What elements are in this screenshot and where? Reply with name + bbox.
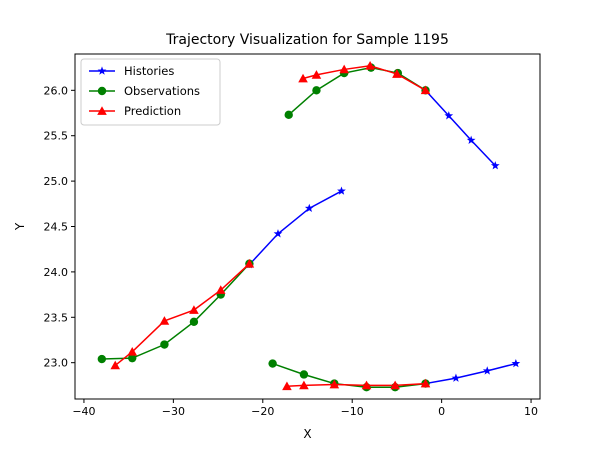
prediction-point bbox=[392, 69, 402, 78]
x-tick-label: 0 bbox=[438, 405, 445, 418]
observations-point bbox=[299, 370, 309, 379]
y-axis-ticks: 23.0 23.5 24.0 24.5 25.0 25.5 26.0 bbox=[44, 84, 75, 370]
histories-point bbox=[466, 135, 476, 144]
histories-line bbox=[248, 190, 342, 266]
chart-title: Trajectory Visualization for Sample 1195 bbox=[165, 32, 449, 48]
legend-marker-histories bbox=[97, 66, 107, 75]
histories-point bbox=[273, 229, 283, 238]
legend-label-prediction: Prediction bbox=[124, 104, 181, 118]
histories-line bbox=[425, 362, 517, 385]
histories-point bbox=[511, 358, 521, 368]
observations-point bbox=[268, 359, 277, 368]
histories-point bbox=[482, 366, 492, 375]
y-axis-label: Y bbox=[13, 222, 27, 231]
prediction-point bbox=[189, 305, 199, 314]
x-axis-ticks: −40 −30 −20 −10 0 10 bbox=[72, 399, 538, 418]
observations-point bbox=[97, 354, 107, 364]
observations-point bbox=[189, 317, 199, 327]
prediction-point bbox=[298, 73, 308, 83]
prediction-line bbox=[286, 382, 426, 388]
legend-marker-observations bbox=[97, 86, 107, 96]
histories-point bbox=[444, 111, 454, 120]
y-tick-label: 25.0 bbox=[44, 175, 69, 188]
prediction-point bbox=[159, 316, 170, 325]
observations-line bbox=[288, 66, 426, 116]
x-tick-label: −20 bbox=[251, 405, 274, 418]
legend-label-observations: Observations bbox=[124, 84, 200, 98]
histories-point bbox=[304, 203, 314, 213]
prediction-series bbox=[110, 61, 431, 391]
prediction-point bbox=[365, 61, 375, 70]
histories-point bbox=[490, 161, 500, 170]
prediction-point bbox=[244, 258, 255, 268]
prediction-point bbox=[299, 380, 309, 390]
prediction-point bbox=[420, 378, 431, 388]
prediction-point bbox=[339, 64, 349, 74]
prediction-point bbox=[390, 380, 400, 390]
prediction-point bbox=[420, 85, 431, 95]
histories-line bbox=[424, 89, 496, 167]
x-axis-label: X bbox=[303, 427, 311, 441]
legend-box bbox=[80, 58, 221, 126]
histories-point bbox=[337, 186, 346, 195]
observations-line bbox=[101, 263, 250, 360]
histories-series bbox=[245, 85, 521, 388]
prediction-point bbox=[282, 381, 292, 391]
x-tick-label: −30 bbox=[162, 405, 185, 418]
legend: Histories Observations Prediction bbox=[80, 58, 221, 126]
observations-point bbox=[160, 340, 169, 349]
series-layer bbox=[97, 61, 521, 392]
observations-point bbox=[312, 86, 321, 95]
x-tick-label: −40 bbox=[72, 405, 95, 418]
legend-marker-prediction bbox=[97, 106, 107, 115]
y-tick-label: 23.5 bbox=[44, 311, 69, 324]
y-tick-label: 24.0 bbox=[44, 266, 69, 279]
observations-point bbox=[284, 110, 293, 120]
histories-point bbox=[451, 373, 461, 382]
prediction-point bbox=[215, 285, 226, 294]
prediction-point bbox=[127, 346, 138, 356]
prediction-point bbox=[110, 360, 121, 370]
y-tick-label: 24.5 bbox=[44, 221, 69, 234]
observations-point bbox=[128, 353, 137, 363]
prediction-point bbox=[361, 380, 372, 390]
x-tick-label: 10 bbox=[524, 405, 538, 418]
x-tick-label: −10 bbox=[341, 405, 364, 418]
legend-label-histories: Histories bbox=[124, 64, 174, 78]
y-tick-label: 23.0 bbox=[44, 357, 69, 370]
y-tick-label: 26.0 bbox=[44, 84, 69, 97]
prediction-point bbox=[311, 70, 322, 79]
prediction-point bbox=[329, 379, 340, 389]
y-tick-label: 25.5 bbox=[44, 130, 69, 143]
